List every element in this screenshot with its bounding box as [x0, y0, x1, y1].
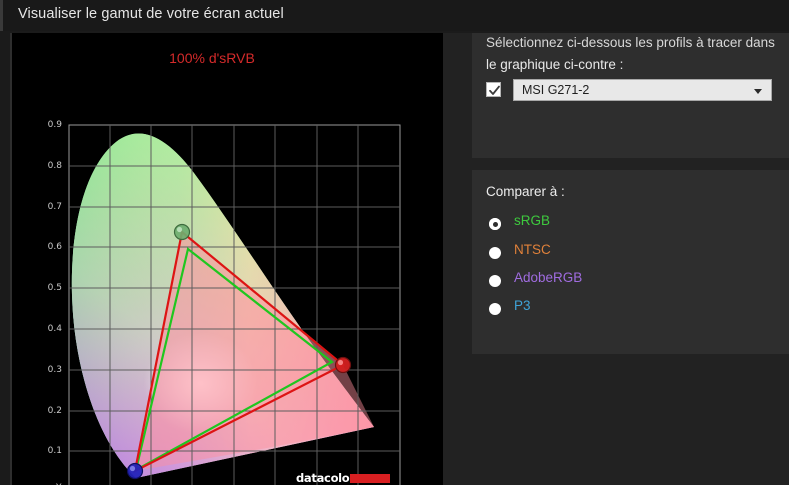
compare-title: Comparer à : [486, 184, 565, 199]
measured-gamut-outline [133, 229, 345, 474]
datacolor-watermark: datacolor [296, 471, 390, 485]
datacolor-wordmark: datacolor [296, 471, 355, 485]
y-tick-0.8: 0.8 [47, 161, 62, 171]
srgb-reference-triangle [134, 247, 334, 473]
radio-option-p3[interactable]: P3 [486, 297, 776, 325]
profiles-panel: Sélectionnez ci-dessous les profils à tr… [472, 33, 789, 158]
radio-option-ntsc[interactable]: NTSC [486, 241, 776, 269]
radio-label-srgb: sRGB [514, 213, 551, 228]
y-axis-label: Y [56, 483, 62, 485]
radio-option-srgb[interactable]: sRGB [486, 212, 776, 240]
y-tick-0.1: 0.1 [47, 446, 62, 456]
radio-label-p3: P3 [514, 298, 531, 313]
radio-indicator-adobergb[interactable] [489, 275, 501, 287]
y-tick-0.4: 0.4 [47, 324, 62, 334]
profile-select-value: MSI G271-2 [522, 83, 590, 97]
cie-chromaticity-plot: 0.9 0.8 0.7 0.6 0.5 0.4 0.3 0.2 0.1 Y X … [12, 33, 443, 485]
compare-panel: Comparer à : sRGB NTSC AdobeRGB P3 [472, 170, 789, 354]
chart-panel: 100% d'sRVB [10, 33, 443, 485]
profiles-instruction-line2: le graphique ci-contre : [486, 57, 624, 72]
y-tick-0.7: 0.7 [47, 202, 62, 212]
right-controls-area: Sélectionnez ci-dessous les profils à tr… [443, 33, 789, 485]
radio-indicator-srgb[interactable] [489, 218, 501, 230]
primary-markers [126, 223, 352, 480]
title-bar: Visualiser le gamut de votre écran actue… [0, 0, 789, 31]
y-tick-0.3: 0.3 [47, 365, 62, 375]
y-tick-0.2: 0.2 [47, 406, 62, 416]
chevron-down-icon [754, 89, 762, 94]
radio-indicator-ntsc[interactable] [489, 247, 501, 259]
profiles-instruction-line1: Sélectionnez ci-dessous les profils à tr… [486, 35, 775, 50]
blue-primary-marker [126, 462, 144, 480]
datacolor-red-bar [350, 474, 390, 483]
window-title: Visualiser le gamut de votre écran actue… [18, 6, 284, 22]
radio-option-adobergb[interactable]: AdobeRGB [486, 269, 776, 297]
radio-indicator-p3[interactable] [489, 303, 501, 315]
red-primary-marker [334, 356, 352, 374]
radio-label-ntsc: NTSC [514, 242, 551, 257]
profile-select[interactable]: MSI G271-2 [513, 79, 772, 101]
profile-checkbox[interactable] [486, 82, 501, 97]
chromaticity-diagram-svg [68, 124, 401, 485]
checkmark-icon [489, 85, 500, 95]
radio-label-adobergb: AdobeRGB [514, 270, 583, 285]
green-primary-marker [173, 223, 191, 241]
y-tick-0.9: 0.9 [47, 120, 62, 130]
gamut-coverage-title: 100% d'sRVB [169, 50, 255, 66]
y-tick-0.5: 0.5 [47, 283, 62, 293]
measured-gamut-extension [135, 365, 374, 471]
y-tick-0.6: 0.6 [47, 242, 62, 252]
